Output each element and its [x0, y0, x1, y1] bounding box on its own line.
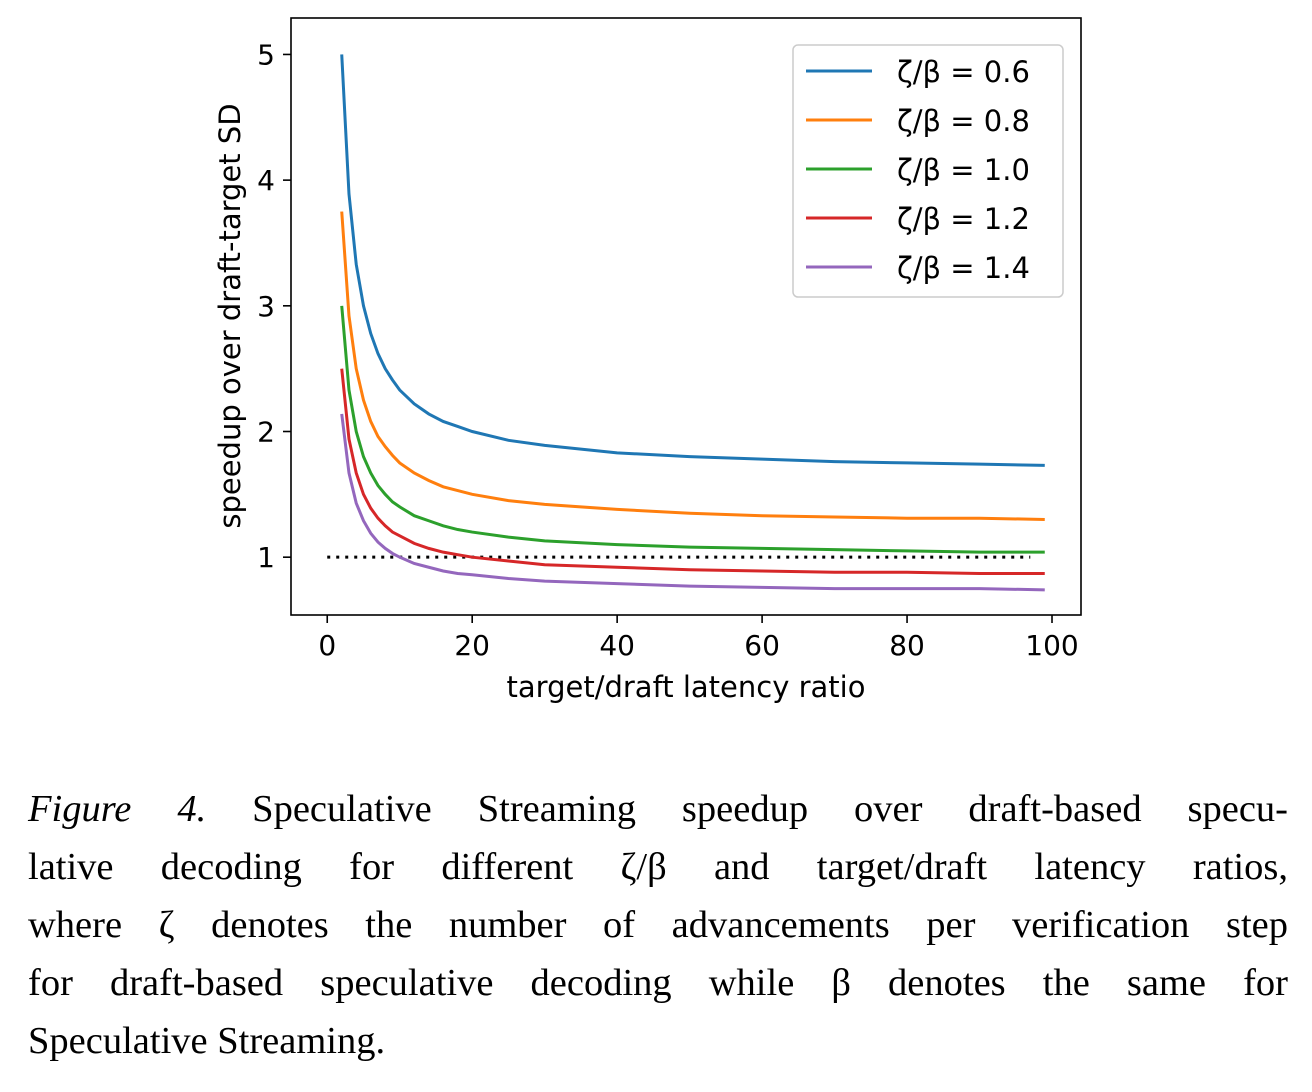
caption-line-3: where ζ denotes the number of advancemen…	[28, 904, 1288, 946]
y-tick-label: 5	[257, 38, 275, 71]
speedup-chart: 0 20 40 60 80 100 1 2 3 4 5 target/draft latency r…	[213, 17, 1082, 704]
legend-entry: ζ/β = 1.2	[897, 202, 1030, 236]
y-tick-label: 4	[257, 164, 275, 197]
series-line-1	[340, 211, 1045, 521]
x-tick-label: 0	[318, 629, 336, 662]
legend-entry: ζ/β = 1.4	[897, 251, 1030, 285]
caption-line-5: Speculative Streaming.	[28, 1020, 386, 1062]
y-tick-label: 2	[257, 416, 275, 449]
legend-box	[792, 44, 1064, 298]
caption-line-4: for draft-based speculative decoding whi…	[28, 962, 1288, 1004]
legend-entry: ζ/β = 0.8	[897, 104, 1030, 138]
legend-entry: ζ/β = 0.6	[897, 55, 1030, 89]
y-axis-label: speedup over draft-target SD	[213, 103, 247, 528]
caption-line-1: Figure 4. Speculative Streaming speedup …	[28, 780, 1288, 838]
y-tick-label: 1	[257, 541, 275, 574]
y-tick-label: 3	[257, 290, 275, 323]
plot-frame	[290, 17, 1082, 616]
series-line-3	[340, 368, 1045, 576]
x-tick-label: 60	[744, 629, 780, 662]
caption-text: Speculative Streaming speedup over draft…	[206, 788, 1289, 830]
series-line-4	[340, 413, 1045, 592]
caption-line-2: lative decoding for different ζ/β and ta…	[28, 846, 1288, 888]
x-tick-label: 20	[454, 629, 490, 662]
legend-entry: ζ/β = 1.0	[897, 153, 1030, 187]
figure-label: Figure 4.	[28, 788, 207, 830]
series-line-2	[340, 305, 1045, 554]
x-tick-label: 100	[1025, 629, 1078, 662]
series-line-0	[340, 54, 1045, 467]
x-axis-label: target/draft latency ratio	[507, 670, 866, 704]
x-tick-label: 40	[599, 629, 635, 662]
legend: ζ/β = 0.6 ζ/β = 0.8 ζ/β = 1.0 ζ/β = 1.2 ζ/β …	[792, 44, 1064, 298]
x-tick-label: 80	[889, 629, 925, 662]
figure-caption: Figure 4. Speculative Streaming speedup …	[28, 780, 1288, 1070]
